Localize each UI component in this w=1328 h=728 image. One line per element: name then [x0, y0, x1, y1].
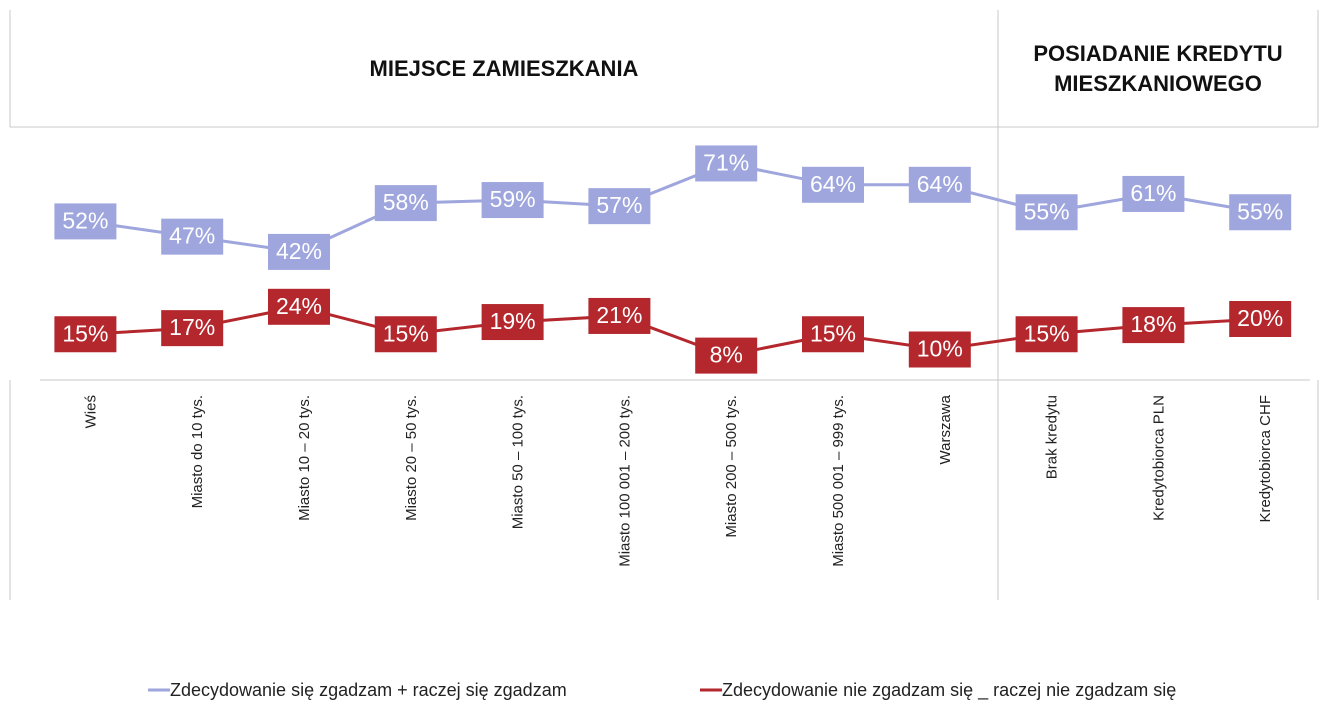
- value-label: 20%: [1237, 305, 1283, 331]
- x-tick-label: Miasto 500 001 – 999 tys.: [830, 395, 847, 567]
- group-header: MIEJSCE ZAMIESZKANIA: [369, 55, 639, 81]
- value-label: 19%: [490, 308, 536, 334]
- value-label: 18%: [1130, 311, 1176, 337]
- data-label: 47%: [161, 218, 224, 255]
- data-label: 15%: [54, 316, 117, 353]
- data-label: 61%: [1122, 175, 1185, 212]
- data-label: 15%: [1015, 316, 1078, 353]
- data-label: 24%: [268, 288, 330, 325]
- value-label: 15%: [383, 320, 429, 346]
- label-box: [481, 304, 544, 341]
- label-box: [1229, 194, 1292, 231]
- data-label: 64%: [802, 166, 864, 203]
- value-label: 47%: [169, 223, 215, 249]
- data-label: 59%: [481, 182, 544, 219]
- label-box: [908, 166, 971, 203]
- data-label: 15%: [802, 316, 864, 353]
- label-box: [161, 218, 224, 255]
- value-label: 64%: [917, 171, 963, 197]
- data-label: 55%: [1229, 194, 1292, 231]
- legend-label: Zdecydowanie nie zgadzam się _ raczej ni…: [722, 680, 1176, 701]
- label-box: [374, 316, 437, 353]
- label-box: [1015, 316, 1078, 353]
- x-tick-label: Miasto 10 – 20 tys.: [296, 395, 313, 521]
- legend-label: Zdecydowanie się zgadzam + raczej się zg…: [170, 680, 567, 700]
- label-box: [588, 188, 651, 225]
- value-label: 17%: [169, 314, 215, 340]
- value-label: 55%: [1024, 198, 1070, 224]
- frame: [9, 10, 1319, 600]
- data-label: 19%: [481, 304, 544, 341]
- value-label: 42%: [276, 238, 322, 264]
- x-tick-label: Miasto 20 – 50 tys.: [403, 395, 420, 521]
- label-box: [268, 288, 330, 325]
- series-line: [85, 161, 1261, 254]
- data-label: 52%: [54, 203, 117, 240]
- label-box: [1122, 175, 1185, 212]
- label-box: [802, 316, 864, 353]
- label-box: [695, 337, 758, 374]
- value-label: 15%: [810, 320, 856, 346]
- label-box: [161, 310, 224, 347]
- value-label: 57%: [596, 192, 642, 218]
- label-box: [588, 297, 651, 334]
- value-label: 61%: [1130, 180, 1176, 206]
- value-label: 71%: [703, 150, 749, 176]
- x-tick-label: Wieś: [82, 395, 99, 428]
- data-label: 42%: [268, 233, 330, 270]
- data-label: 15%: [374, 316, 437, 353]
- data-label: 57%: [588, 188, 651, 225]
- data-label: 64%: [908, 166, 971, 203]
- data-label: 71%: [695, 145, 758, 182]
- label-box: [1122, 307, 1185, 344]
- x-tick-label: Warszawa: [937, 394, 954, 464]
- label-box: [695, 145, 758, 182]
- value-label: 58%: [383, 189, 429, 215]
- value-label: 15%: [1024, 320, 1070, 346]
- value-label: 64%: [810, 171, 856, 197]
- data-label: 18%: [1122, 307, 1185, 344]
- series-line: [85, 305, 1261, 358]
- data-label: 58%: [374, 185, 437, 222]
- group-header: POSIADANIE KREDYTU MIESZKANIOWEGO: [1033, 40, 1283, 96]
- label-box: [1229, 301, 1292, 337]
- label-box: [908, 331, 971, 368]
- x-tick-label: Miasto 50 – 100 tys.: [510, 395, 527, 529]
- x-tick-label: Miasto 200 – 500 tys.: [723, 395, 740, 538]
- value-label: 10%: [917, 336, 963, 362]
- data-label: 55%: [1015, 194, 1078, 231]
- x-tick-label: Kredytobiorca PLN: [1150, 395, 1167, 521]
- data-label: 17%: [161, 310, 224, 347]
- label-box: [268, 233, 330, 270]
- label-box: [481, 182, 544, 219]
- value-label: 24%: [276, 293, 322, 319]
- label-box: [802, 166, 864, 203]
- x-tick-label: Kredytobiorca CHF: [1257, 395, 1274, 523]
- data-label: 21%: [588, 297, 651, 334]
- value-label: 8%: [710, 342, 743, 368]
- value-label: 15%: [62, 320, 108, 346]
- x-tick-label: Miasto do 10 tys.: [189, 395, 206, 508]
- data-label: 10%: [908, 331, 971, 368]
- label-box: [1015, 194, 1078, 231]
- data-label: 20%: [1229, 301, 1292, 337]
- value-label: 55%: [1237, 198, 1283, 224]
- data-label: 8%: [695, 337, 758, 374]
- value-label: 52%: [62, 207, 108, 233]
- x-tick-label: Brak kredytu: [1044, 395, 1061, 479]
- value-label: 21%: [596, 302, 642, 328]
- label-box: [54, 316, 117, 353]
- x-tick-label: Miasto 100 001 – 200 tys.: [616, 395, 633, 567]
- label-box: [374, 185, 437, 222]
- value-label: 59%: [490, 186, 536, 212]
- label-box: [54, 203, 117, 240]
